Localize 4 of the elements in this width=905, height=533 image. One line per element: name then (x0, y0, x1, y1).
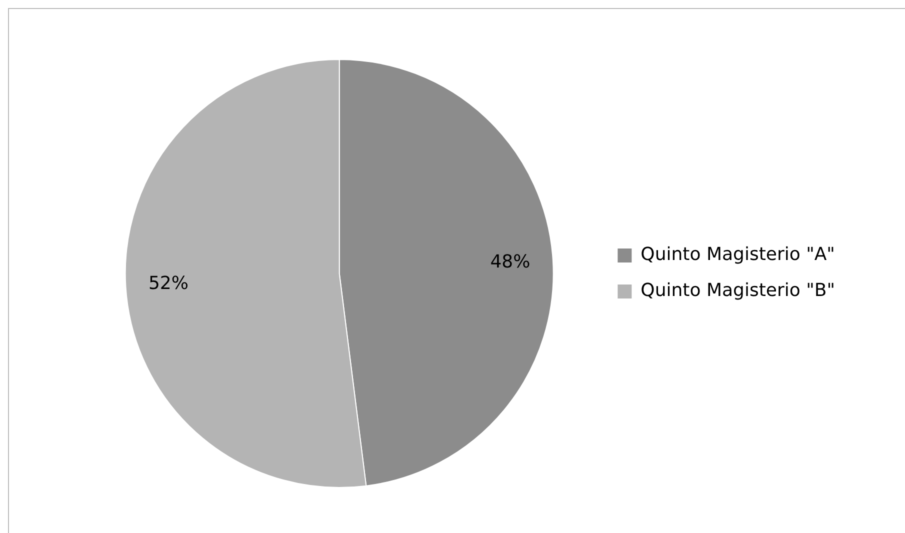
data-label: 52% (148, 272, 188, 294)
legend-label: Quinto Magisterio "B" (640, 280, 836, 302)
legend-label: Quinto Magisterio "A" (640, 244, 835, 266)
data-label: 48% (490, 251, 530, 272)
